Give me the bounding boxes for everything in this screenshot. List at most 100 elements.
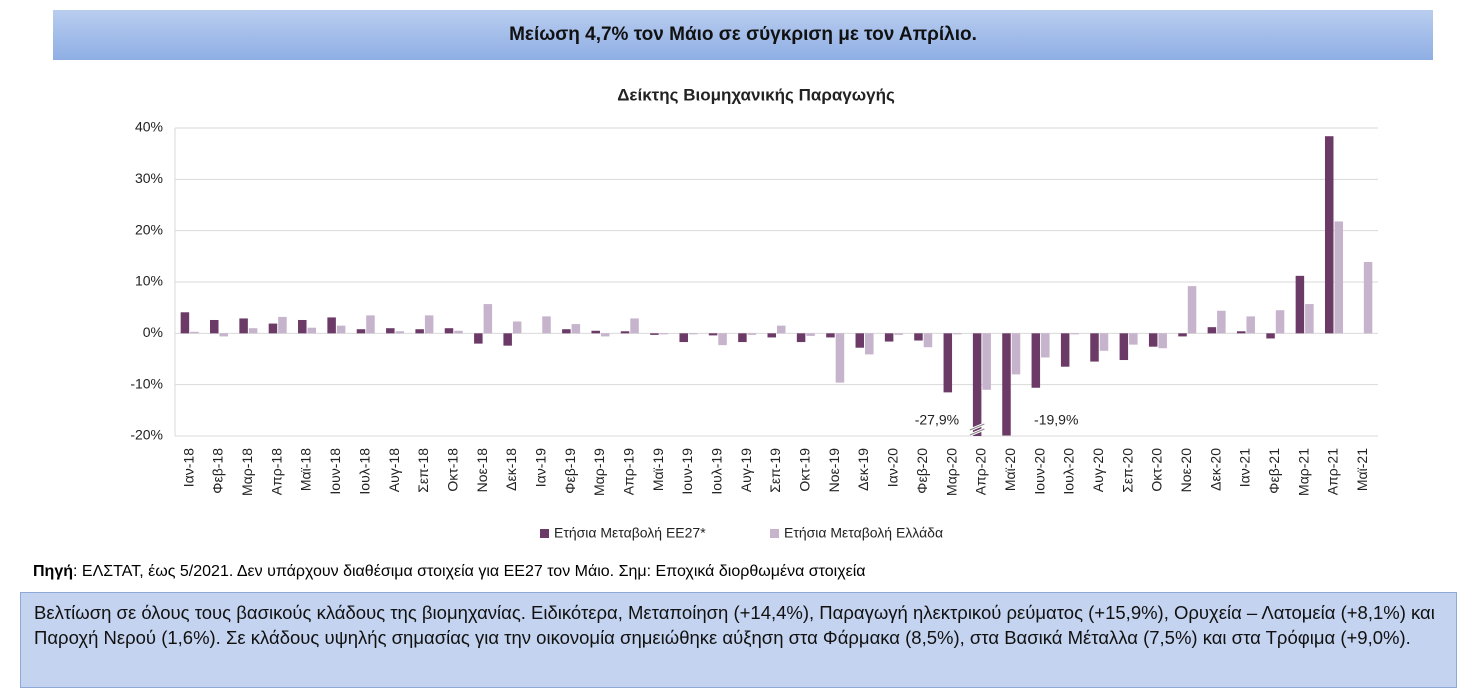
x-tick-label: Φεβ-18 (210, 448, 226, 494)
bar (806, 333, 815, 336)
source-label: Πηγή (33, 563, 73, 580)
bar (1187, 286, 1197, 334)
x-tick-label: Αυγ-20 (1090, 448, 1106, 492)
bar (1178, 333, 1187, 337)
bar (1217, 310, 1226, 334)
bar (688, 333, 698, 335)
y-tick-label: -10% (130, 375, 163, 391)
x-tick-label: Φεβ-19 (562, 448, 578, 494)
bar (542, 316, 551, 334)
bar (943, 333, 953, 393)
x-tick-label: Ιαν-18 (180, 448, 196, 487)
bar (1031, 333, 1041, 388)
x-tick-label: Ιουλ-18 (356, 448, 372, 495)
bar (454, 330, 463, 334)
legend-swatch (540, 529, 549, 538)
bar (630, 318, 639, 334)
bars (180, 136, 1373, 436)
x-tick-label: Απρ-18 (268, 448, 284, 495)
bar (327, 317, 336, 334)
bar (865, 333, 874, 355)
bar (777, 325, 786, 334)
bar (1363, 261, 1373, 334)
x-tick-label: Μαρ-18 (239, 448, 255, 496)
bar (1011, 333, 1021, 375)
bar (1324, 136, 1334, 334)
bar (1099, 333, 1109, 351)
x-tick-label: Ιουν-20 (1031, 448, 1047, 495)
x-tick-label: Απρ-21 (1325, 448, 1341, 495)
x-tick-label: Μαϊ-18 (298, 448, 314, 491)
bar (248, 328, 258, 334)
bar (366, 315, 375, 334)
bar (708, 333, 718, 336)
bar (268, 323, 278, 334)
bar (972, 333, 982, 436)
y-tick-label: 10% (135, 273, 163, 289)
bar (738, 333, 747, 343)
bar (1129, 333, 1138, 345)
x-tick-label: Ιουλ-19 (709, 448, 725, 495)
bar (483, 304, 493, 334)
x-tick-label: Ιαν-21 (1237, 448, 1253, 487)
bar (1002, 333, 1011, 436)
x-tick-label: Μαϊ-21 (1354, 448, 1370, 491)
bar (718, 333, 727, 346)
bar (600, 333, 610, 337)
y-tick-label: 20% (135, 221, 163, 237)
bar (982, 333, 991, 390)
bar (1060, 333, 1070, 367)
bar (1148, 333, 1158, 347)
x-tick-label: Οκτ-18 (444, 448, 460, 492)
bar (239, 318, 248, 334)
bar (307, 327, 317, 334)
x-tick-label: Φεβ-20 (914, 448, 930, 494)
x-tick-label: Οκτ-19 (797, 448, 813, 492)
bar (356, 329, 366, 334)
x-tick-label: Απρ-19 (620, 448, 636, 495)
x-tick-label: Σεπ-20 (1119, 448, 1135, 493)
y-tick-label: -20% (130, 427, 163, 443)
bar (415, 329, 424, 334)
x-tick-label: Ιουν-18 (327, 448, 343, 495)
bar (1236, 331, 1246, 334)
bar (953, 333, 962, 335)
bar (1119, 333, 1129, 361)
x-tick-label: Απρ-20 (973, 448, 989, 495)
note: Βελτίωση σε όλους τους βασικούς κλάδους … (20, 592, 1457, 688)
x-tick-label: Μαρ-20 (943, 448, 959, 496)
bar (278, 316, 287, 334)
bar (835, 333, 845, 383)
data-label: -19,9% (1034, 412, 1078, 428)
overlay: -27,9% -19,9% Ετήσια Μεταβολή ΕΕ27* Ετήσια … (540, 412, 1078, 541)
x-tick-label: Σεπ-18 (415, 448, 431, 493)
bar (210, 319, 219, 334)
bar (826, 333, 835, 338)
bar (444, 328, 454, 334)
source: Πηγή: ΕΛΣΤΑΤ, έως 5/2021. Δεν υπάρχουν δ… (33, 563, 866, 581)
bar (219, 333, 229, 337)
bar (386, 328, 395, 334)
chart: Δείκτης Βιομηχανικής Παραγωγής -20% -10% 0… (130, 85, 1378, 541)
bar (1334, 221, 1343, 334)
x-tick-label: Ιαν-19 (532, 448, 548, 487)
y-tick-label: 40% (135, 119, 163, 135)
x-tick-label: Δεκ-20 (1207, 448, 1223, 491)
bar (1305, 304, 1314, 334)
bar (395, 331, 405, 334)
bar (571, 324, 581, 334)
header-title: Μείωση 4,7% τον Μάιο σε σύγκριση με τον … (53, 10, 1433, 60)
bar (512, 321, 522, 334)
bar (1275, 310, 1285, 334)
bar (1246, 316, 1255, 334)
bar (923, 333, 933, 348)
bar (620, 331, 630, 334)
x-tick-label: Αυγ-18 (386, 448, 402, 492)
data-label: -27,9% (915, 412, 959, 428)
x-tick-label: Φεβ-21 (1266, 448, 1282, 494)
x-tick-label: Μαρ-19 (591, 448, 607, 496)
bar (1070, 333, 1079, 335)
bar (503, 333, 512, 346)
bar (1158, 333, 1167, 349)
